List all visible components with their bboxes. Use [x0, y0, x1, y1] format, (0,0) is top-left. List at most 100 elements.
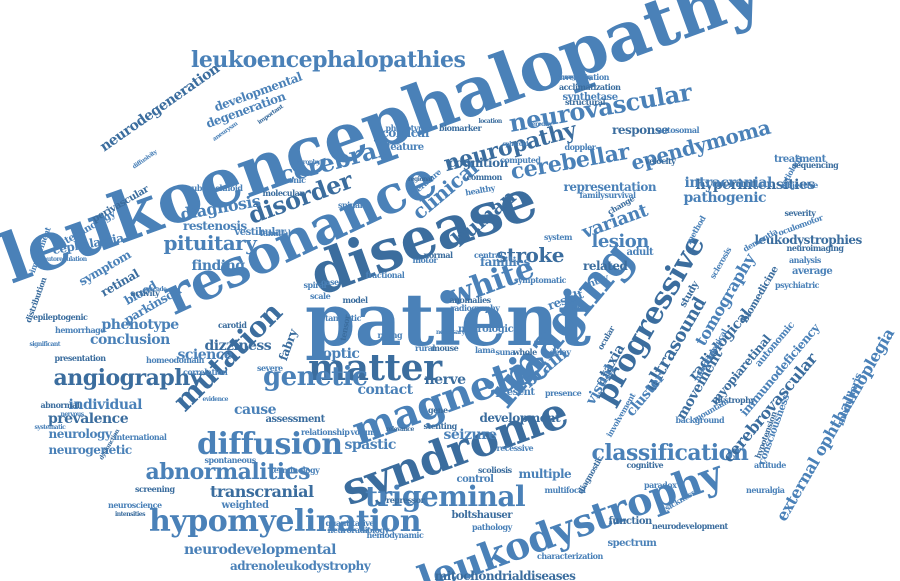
cloud-word: feature — [386, 142, 425, 153]
cloud-word: anomalies — [449, 295, 492, 305]
cloud-word: dystrophy — [715, 395, 755, 405]
cloud-word: heredity — [528, 121, 552, 128]
cloud-word: matter — [308, 347, 442, 389]
cloud-word: classification — [591, 440, 749, 466]
cloud-word: diffusion — [197, 427, 343, 462]
cloud-word: scale — [310, 291, 331, 301]
cloud-word: neurology — [48, 427, 112, 441]
cloud-word: spheroid — [502, 141, 529, 148]
cloud-word: hemorrhage — [55, 325, 105, 335]
cloud-word: background — [675, 415, 725, 425]
cloud-word: phenotypic — [385, 123, 431, 133]
cloud-word: representation — [563, 180, 657, 194]
cloud-word: objective — [782, 180, 818, 190]
cloud-word: significant — [29, 341, 61, 348]
cloud-word: intensities — [115, 511, 146, 518]
cloud-word: boltshauser — [451, 510, 513, 521]
cloud-word: conclusion — [90, 332, 170, 348]
cloud-word: assessment — [265, 414, 326, 425]
cloud-word: neurological — [458, 324, 523, 335]
cloud-word: central — [474, 250, 503, 260]
cloud-word: autosomal — [657, 125, 700, 135]
cloud-word: investigation — [557, 72, 610, 82]
cloud-word: diagnostic — [575, 454, 605, 496]
cloud-word: sonography — [558, 74, 593, 81]
cloud-word: activity — [130, 288, 160, 298]
cloud-word: acclimatization — [559, 82, 621, 92]
cloud-word: finding — [191, 258, 246, 274]
cloud-word: spastic — [344, 437, 397, 453]
cloud-word: cognition — [448, 156, 509, 170]
cloud-word: neuroradiology — [327, 525, 390, 535]
cloud-word: necessary — [436, 329, 465, 336]
cloud-word: whole — [513, 347, 537, 357]
cloud-word: neurodegeneration — [97, 60, 223, 156]
cloud-word: spinal — [338, 200, 363, 210]
cloud-word: normal — [423, 250, 454, 260]
cloud-word: psychiatric — [775, 280, 819, 290]
cloud-word: location — [478, 118, 503, 125]
cloud-word: restenosis — [183, 219, 247, 233]
cloud-word: transcranial — [210, 482, 314, 501]
cloud-word: individual — [68, 397, 143, 413]
cloud-word: atrophy — [297, 159, 320, 166]
cloud-word: computed — [500, 155, 541, 165]
cloud-word: suna — [495, 347, 516, 357]
cloud-word: adrenoleukodystrophy — [230, 559, 371, 573]
cloud-word: biomarker — [439, 123, 482, 133]
cloud-word: control — [456, 474, 494, 485]
cloud-word: motor — [412, 255, 438, 265]
cloud-word: velocity — [645, 156, 676, 166]
cloud-word: severe — [257, 363, 283, 373]
cloud-word: hyperintensities — [695, 177, 816, 193]
cloud-word: homeodomain — [146, 355, 204, 365]
cloud-word: relevance — [386, 426, 414, 433]
cloud-word: cortical — [381, 126, 430, 140]
cloud-word: leukoencephalopathies — [191, 47, 466, 73]
cloud-word: molecular — [262, 188, 304, 198]
cloud-word: pituitary — [163, 231, 257, 255]
cloud-word: response — [612, 123, 669, 137]
cloud-word: neurogenetic — [48, 443, 133, 457]
cloud-word: carotid — [218, 320, 247, 330]
cloud-word: abnormal — [40, 400, 80, 410]
cloud-word: patient — [305, 277, 591, 362]
cloud-word: fabry — [275, 327, 301, 363]
cloud-word: rating — [377, 330, 403, 340]
cloud-word: vestibular — [234, 227, 287, 238]
cloud-word: angiography — [53, 365, 203, 391]
cloud-word: lama — [475, 345, 495, 355]
cloud-word: optic — [322, 346, 360, 362]
cloud-word: system — [544, 232, 572, 242]
cloud-word: fractional — [365, 270, 405, 280]
cloud-word: characterization — [537, 551, 603, 561]
cloud-word: nerve — [569, 302, 592, 312]
cloud-word: regional — [408, 176, 432, 183]
cloud-word: prevalence — [48, 411, 129, 427]
cloud-word: trigeminal — [365, 480, 526, 513]
cloud-word: analysis — [789, 255, 821, 265]
cloud-word: international — [114, 432, 167, 442]
cloud-word: mitochondrialdiseases — [434, 569, 576, 581]
cloud-word: lesion — [591, 231, 650, 252]
cloud-word: survival — [604, 190, 637, 200]
cloud-word: radiography — [450, 303, 500, 313]
cloud-word: rural — [415, 343, 435, 353]
cloud-word: terminology — [270, 465, 320, 475]
cloud-word: weighted — [221, 500, 270, 511]
cloud-word: hemodynamic — [366, 530, 424, 540]
cloud-word: familial — [260, 228, 291, 238]
cloud-word: pathogenic — [683, 190, 767, 206]
cloud-word: systematic — [34, 424, 66, 431]
cloud-word: repressor — [386, 495, 425, 505]
cloud-word: genetic — [263, 362, 368, 392]
cloud-word: dizziness — [204, 338, 272, 354]
cloud-word: mouse — [431, 343, 459, 353]
cloud-word: model — [342, 295, 369, 305]
cloud-word: phenotype — [101, 317, 180, 333]
cloud-word: cause — [234, 402, 277, 418]
cloud-word: average — [792, 266, 833, 277]
cloud-word: spontaneous — [204, 455, 257, 465]
cloud-word: neuroscience — [108, 500, 162, 510]
